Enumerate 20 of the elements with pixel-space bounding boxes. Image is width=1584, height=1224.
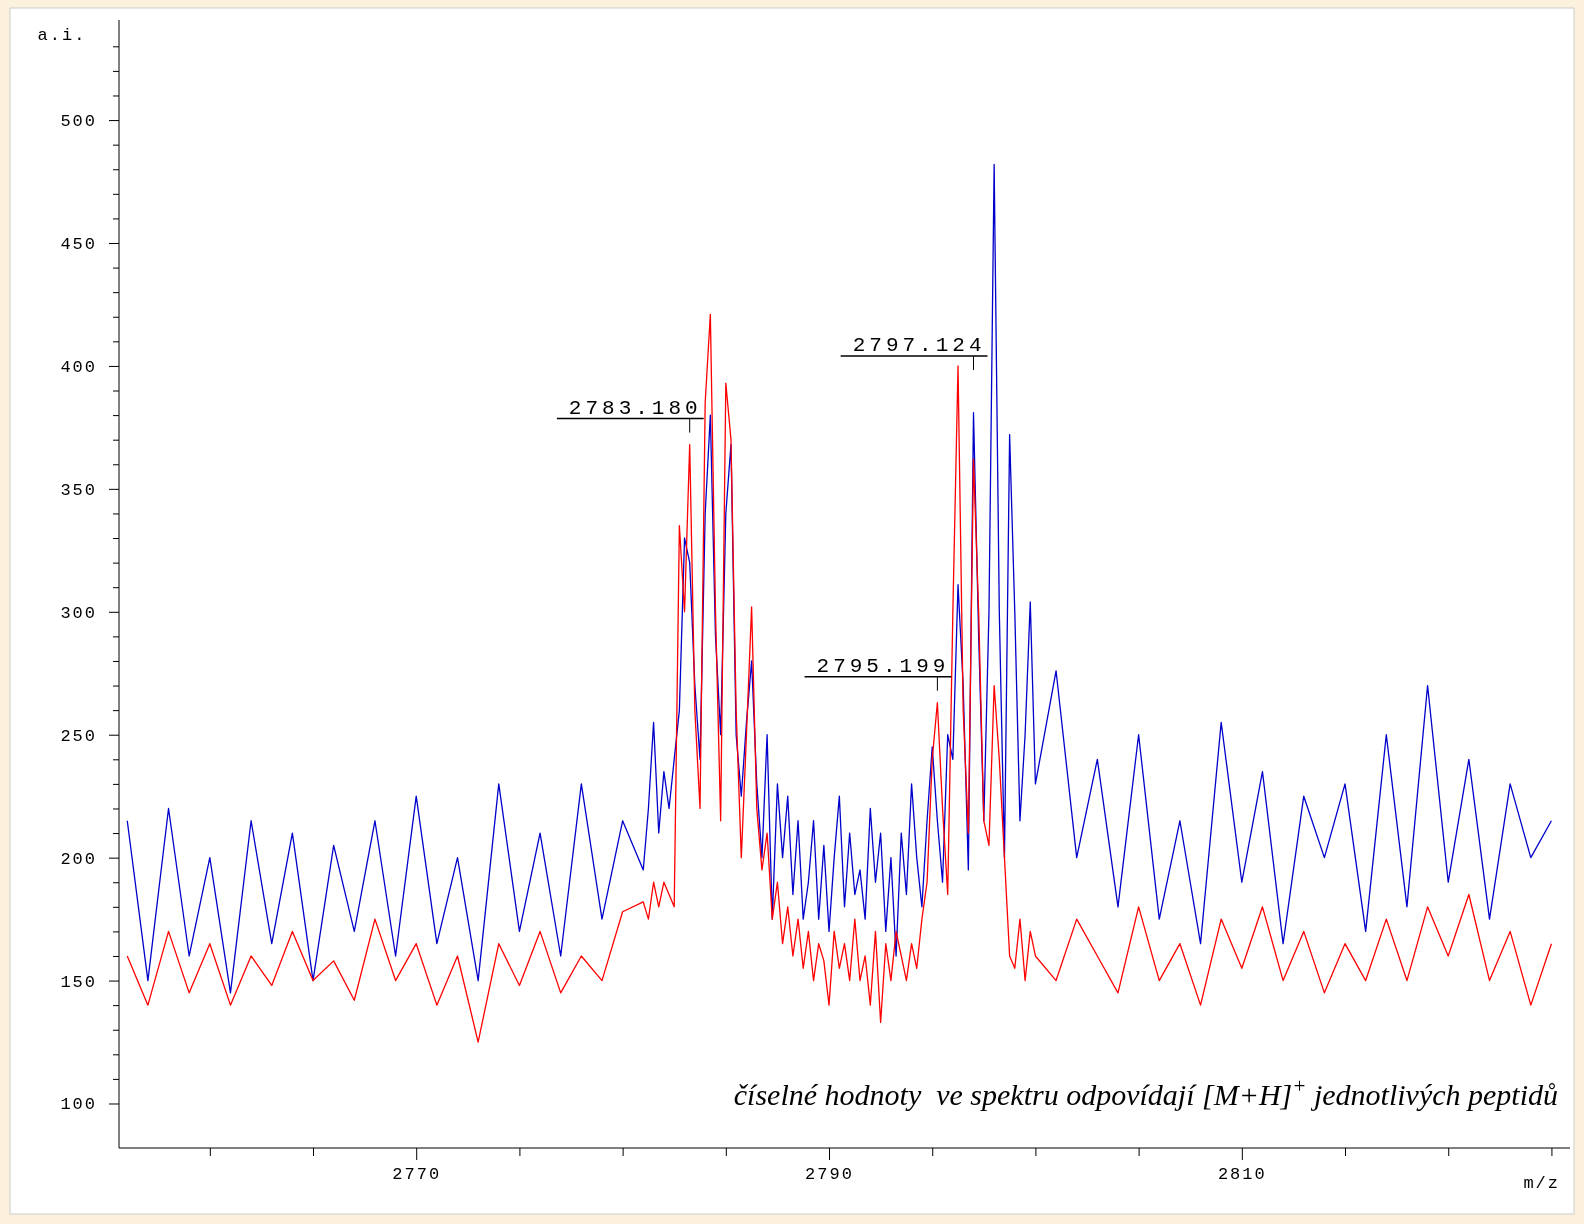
y-tick-label: 100	[60, 1095, 97, 1115]
line-series	[126, 163, 1553, 994]
annotation: 2797.124	[852, 333, 986, 357]
annotation: číselné hodnoty ve spektru odpovídají [M+H]$^{+}$ jednotlivých peptidů	[733, 1074, 1558, 1111]
x-tick-label: 2790	[805, 1165, 854, 1184]
y-tick-label: 300	[60, 603, 97, 623]
x-tick-label: 2770	[392, 1165, 442, 1184]
y-tick-label: 200	[60, 849, 97, 869]
y-axis-title: a.i.	[37, 26, 87, 45]
x-axis-title: m/z	[1523, 1174, 1560, 1193]
y-tick-label: 250	[60, 726, 97, 746]
annotation: 2783.180	[568, 396, 702, 420]
y-tick-label: 450	[60, 234, 97, 254]
y-tick-label: 350	[60, 480, 97, 500]
y-tick-label: 500	[60, 112, 97, 131]
line-series	[126, 313, 1553, 1043]
annotation: 2795.199	[816, 654, 950, 678]
x-tick-label: 2810	[1217, 1165, 1267, 1184]
y-tick-label: 400	[60, 357, 97, 377]
y-tick-label: 150	[60, 972, 97, 992]
